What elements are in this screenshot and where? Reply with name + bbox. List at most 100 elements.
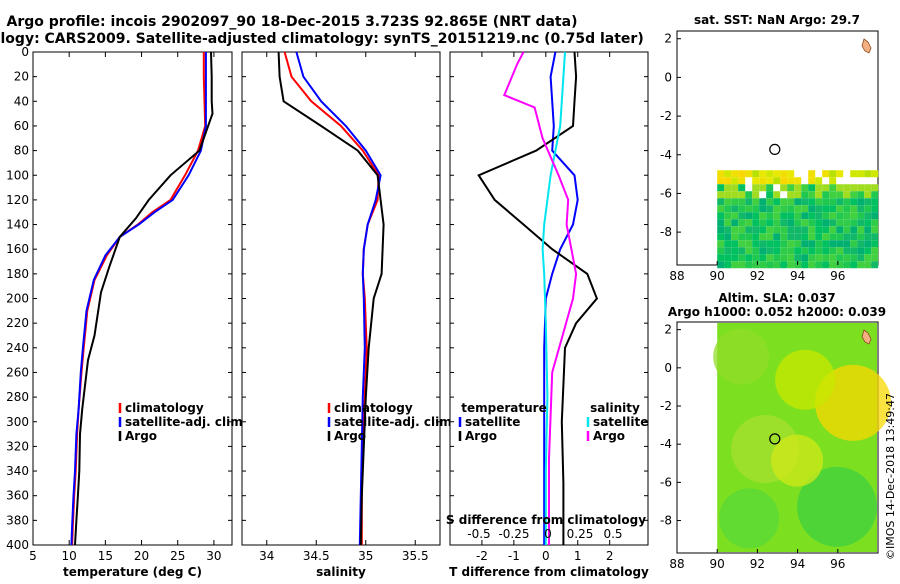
difference-panel: -2 -1 0 1 2 T difference from climatology S di… (446, 51, 649, 579)
sst-pixel (808, 226, 816, 234)
sst-pixel (745, 212, 753, 220)
sst-pixel (794, 226, 802, 234)
sst-pixel (738, 247, 746, 255)
sst-pixel (738, 219, 746, 227)
sla-anomaly-blob (775, 349, 836, 410)
sst-pixel (815, 233, 823, 241)
depth-tick-label: 400 (6, 538, 29, 552)
sst-pixel (738, 212, 746, 220)
temperature-legend-title: temperature (461, 401, 546, 415)
sst-pixel (773, 177, 781, 185)
sst-pixel (815, 219, 823, 227)
sst-pixel (731, 212, 739, 220)
difference-top-xtick-label: 0.5 (603, 527, 622, 541)
sst-pixel (836, 247, 844, 255)
sst-pixel (724, 261, 732, 269)
sst-pixel (864, 191, 872, 199)
sst-pixel (850, 226, 858, 234)
sst-pixel (850, 261, 858, 269)
sst-pixel (773, 233, 781, 241)
sst-pixel (815, 261, 823, 269)
sst-pixel (794, 254, 802, 262)
difference-xtick-label: 0 (542, 549, 550, 563)
sst-pixel (801, 240, 809, 248)
difference-xtick-label: 2 (606, 549, 614, 563)
sst-pixel (850, 170, 858, 178)
sst-pixel (717, 233, 725, 241)
sst_map-xtick-label: 94 (790, 269, 805, 283)
sst-pixel (752, 261, 760, 269)
sst-pixel (752, 205, 760, 213)
sst-pixel (801, 191, 809, 199)
sst-pixel (822, 240, 830, 248)
sst-pixel (752, 198, 760, 206)
salinity-legend-title: salinity (590, 401, 640, 415)
sla_map-ytick-label: -8 (660, 514, 672, 528)
sst-pixel (787, 219, 795, 227)
sst-pixel (822, 226, 830, 234)
sst-pixel (864, 198, 872, 206)
sst-pixel (780, 184, 788, 192)
sst-pixel (766, 261, 774, 269)
sst-map-title: sat. SST: NaN Argo: 29.7 (694, 13, 860, 27)
sst-pixel (829, 177, 837, 185)
sst-pixel (857, 233, 865, 241)
sst-pixel (829, 205, 837, 213)
sst-pixel (794, 205, 802, 213)
sst-pixel (836, 205, 844, 213)
sst-pixel (843, 240, 851, 248)
sst-pixel (717, 247, 725, 255)
sst-pixel (864, 247, 872, 255)
sst-pixel (759, 254, 767, 262)
sst-pixel (717, 254, 725, 262)
sst-pixel (738, 261, 746, 269)
sst-pixel (829, 261, 837, 269)
sla_map-ytick-label: -4 (660, 437, 672, 451)
salinity-legend-label: climatology (334, 401, 413, 415)
sst-pixel (752, 170, 760, 178)
sst-pixel (857, 170, 865, 178)
sst-pixel (787, 198, 795, 206)
sst-pixel (864, 205, 872, 213)
sst-pixel (773, 219, 781, 227)
sst-pixel (738, 198, 746, 206)
sla-map-subtitle: Argo h1000: 0.052 h2000: 0.039 (668, 305, 886, 319)
sst-pixel (759, 219, 767, 227)
salinity-xtick-label: 35.5 (402, 549, 429, 563)
sst-pixel (724, 184, 732, 192)
sst-pixel (780, 233, 788, 241)
sst-pixel (801, 205, 809, 213)
sst-pixel (843, 261, 851, 269)
sst-pixel (829, 233, 837, 241)
sst-pixel (822, 261, 830, 269)
sst-pixel (836, 261, 844, 269)
depth-tick-label: 20 (14, 70, 29, 84)
difference-xtick-label: -2 (476, 549, 488, 563)
sst_map-xtick-label: 90 (710, 269, 725, 283)
sst-pixel (759, 198, 767, 206)
sst-pixel (829, 219, 837, 227)
imos-watermark: ©IMOS 14-Dec-2018 13:49:47 (884, 393, 897, 560)
sst-pixel (724, 170, 732, 178)
sst-pixel (780, 205, 788, 213)
sst-pixel (836, 170, 844, 178)
sst-pixel (752, 254, 760, 262)
sst-pixel (773, 240, 781, 248)
salinity-plot-frame (241, 51, 441, 546)
sst_map-xtick-label: 92 (750, 269, 765, 283)
sla_map-ytick-label: 2 (664, 323, 672, 337)
sst-pixel (738, 191, 746, 199)
sst-pixel (752, 177, 760, 185)
sst-pixel (759, 226, 767, 234)
sla-anomaly-blob (719, 488, 780, 549)
difference-top-xlabel: S difference from climatology (446, 513, 646, 527)
sst-pixel (787, 205, 795, 213)
sst-pixel (822, 233, 830, 241)
sst-pixel (766, 254, 774, 262)
sst-pixel (829, 191, 837, 199)
sst-pixel (857, 184, 865, 192)
sst-pixel (794, 219, 802, 227)
sst-pixel (724, 254, 732, 262)
depth-tick-label: 300 (6, 415, 29, 429)
sst-pixel (864, 184, 872, 192)
